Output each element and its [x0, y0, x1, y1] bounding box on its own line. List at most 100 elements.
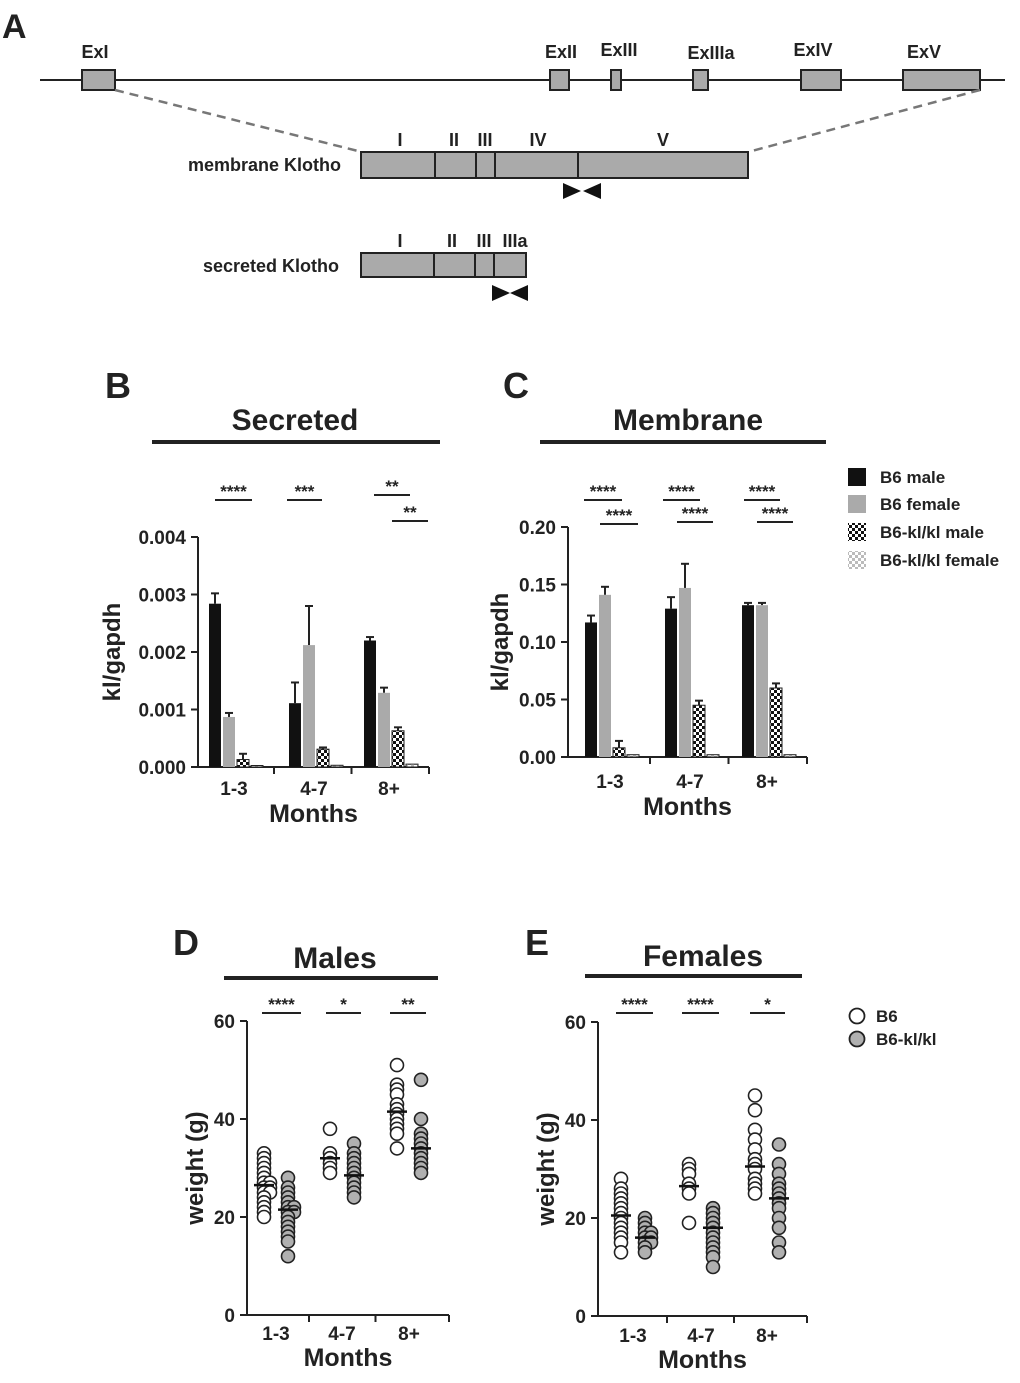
x-axis-label: Months: [269, 800, 358, 828]
significance-label: ****: [762, 504, 789, 523]
domain-label: I: [397, 130, 402, 150]
x-axis-label: Months: [304, 1344, 393, 1372]
y-tick-label: 0.000: [138, 758, 186, 779]
bar: [783, 754, 797, 758]
legend-label: B6-kl/kl female: [880, 551, 999, 570]
data-point: [613, 1245, 629, 1260]
y-tick-label: 0.004: [138, 528, 186, 549]
bar: [679, 587, 691, 757]
domain-label: II: [447, 231, 457, 251]
x-tick-label: 8+: [398, 1324, 420, 1345]
legend-marker-klkl: [848, 1030, 866, 1048]
chart-title: Females: [643, 940, 763, 973]
bar: [626, 754, 640, 758]
y-axis-label: kl/gapdh: [487, 593, 514, 692]
data-point: [389, 1057, 405, 1073]
y-axis-label: weight (g): [533, 1112, 560, 1226]
bar: [289, 703, 301, 767]
legend-label: B6: [876, 1007, 898, 1026]
significance-label: ****: [682, 504, 709, 523]
data-point: [771, 1220, 787, 1236]
y-tick-label: 0.15: [519, 576, 556, 597]
panel-label-c: C: [503, 365, 529, 406]
exon-3a: [692, 69, 709, 91]
significance-label: ****: [220, 482, 247, 501]
y-axis-label: kl/gapdh: [99, 603, 126, 702]
domain-label: III: [476, 231, 491, 251]
legend-marker-b6: [848, 1007, 866, 1025]
primer-arrow-left: [510, 285, 528, 301]
bar: [250, 765, 264, 768]
significance-label: ****: [668, 482, 695, 501]
domain-label: III: [477, 130, 492, 150]
data-point: [681, 1186, 697, 1201]
chart-title: Membrane: [613, 404, 763, 437]
chart-title: Secreted: [232, 404, 359, 437]
exon-3: [610, 69, 622, 91]
data-point: [747, 1088, 763, 1103]
data-point: [747, 1102, 763, 1118]
y-tick-label: 0.05: [519, 691, 556, 712]
panel-a: A ExI ExII ExIII ExIIIa ExIV ExV membran…: [2, 8, 1005, 301]
significance-label: ****: [606, 506, 633, 525]
scatter-legend: B6 B6-kl/kl: [848, 1007, 936, 1049]
data-point: [280, 1248, 296, 1264]
exon-4: [800, 69, 842, 91]
x-tick-label: 4-7: [687, 1326, 714, 1347]
data-point: [747, 1186, 763, 1201]
x-tick-label: 1-3: [262, 1324, 289, 1345]
data-point: [322, 1165, 338, 1181]
exon-label: ExIV: [793, 40, 832, 60]
significance-label: *: [340, 995, 347, 1014]
significance-label: ****: [749, 482, 776, 501]
secreted-klotho-bar: [360, 252, 527, 278]
x-tick-label: 8+: [756, 772, 778, 793]
y-tick-label: 20: [214, 1208, 235, 1229]
x-tick-label: 1-3: [619, 1326, 646, 1347]
y-tick-label: 0: [575, 1307, 586, 1328]
bar: [303, 645, 315, 767]
data-point: [413, 1165, 429, 1181]
y-tick-label: 40: [214, 1110, 235, 1131]
y-tick-label: 0.003: [138, 586, 186, 607]
data-point: [771, 1245, 787, 1260]
significance-label: **: [385, 477, 399, 496]
data-point: [681, 1215, 697, 1231]
significance-label: ****: [268, 995, 295, 1014]
x-tick-label: 1-3: [596, 772, 623, 793]
panel-label-e: E: [525, 922, 549, 963]
membrane-klotho-bar: [360, 151, 749, 179]
bar: [756, 605, 768, 757]
legend-swatch-klkl-male: [848, 523, 866, 541]
splice-guide-left: [114, 88, 363, 154]
y-tick-label: 0.20: [519, 518, 556, 539]
exon-2: [549, 69, 570, 91]
secreted-klotho-label: secreted Klotho: [203, 256, 339, 276]
significance-label: *: [764, 995, 771, 1014]
bar: [236, 759, 250, 768]
bar: [692, 704, 706, 758]
significance-label: ****: [590, 482, 617, 501]
bar: [706, 754, 720, 758]
bar: [405, 763, 419, 768]
domain-label: IV: [529, 130, 546, 150]
legend-label: B6 female: [880, 495, 960, 514]
bar: [316, 748, 330, 768]
y-tick-label: 0.10: [519, 633, 556, 654]
legend-label: B6-kl/kl male: [880, 523, 984, 542]
data-point: [256, 1209, 272, 1225]
data-point: [705, 1259, 721, 1275]
panel-label-d: D: [173, 922, 199, 963]
exon-label: ExIII: [600, 40, 637, 60]
data-point: [413, 1072, 429, 1088]
primer-arrow-right: [492, 285, 510, 301]
panel-label-a: A: [2, 8, 27, 46]
domain-label: I: [397, 231, 402, 251]
domain-label: II: [449, 130, 459, 150]
y-tick-label: 0.00: [519, 748, 556, 769]
exon-label: ExIIIa: [687, 43, 735, 63]
primer-arrow-right: [563, 183, 581, 199]
data-point: [389, 1141, 405, 1156]
significance-label: **: [401, 995, 415, 1014]
